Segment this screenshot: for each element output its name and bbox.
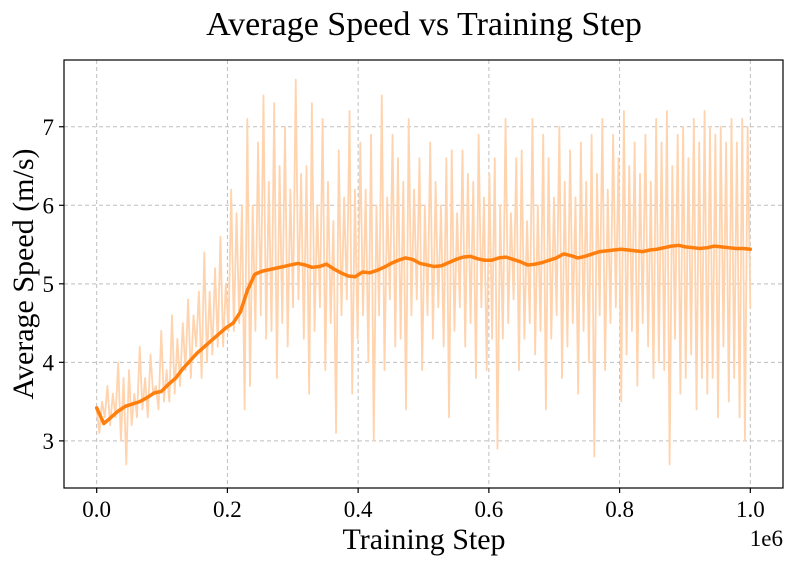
x-tick-label: 0.2 [213,497,242,522]
axes-frame [63,59,784,489]
y-tick-label: 7 [43,115,55,140]
x-axis-offset-label: 1e6 [750,526,783,551]
x-tick-label: 1.0 [736,497,765,522]
x-tick-label: 0.8 [605,497,634,522]
x-tick-label: 0.0 [82,497,111,522]
y-tick-label: 3 [43,429,55,454]
y-tick-label: 5 [43,272,55,297]
y-tick-label: 4 [43,350,55,375]
y-axis-ticks: 3 4 5 6 7 [43,115,64,454]
series-line-smoothed [94,243,753,426]
x-axis-ticks: 0.0 0.2 0.4 0.6 0.8 1.0 [82,488,765,522]
x-tick-label: 0.6 [474,497,503,522]
x-axis-label: Training Step [342,523,505,556]
chart-title: Average Speed vs Training Step [206,6,642,43]
series-layer [94,78,753,466]
y-axis-label: Average Speed (m/s) [7,148,40,399]
x-tick-label: 0.4 [344,497,373,522]
y-tick-label: 6 [43,193,55,218]
series-line-raw [95,78,752,466]
